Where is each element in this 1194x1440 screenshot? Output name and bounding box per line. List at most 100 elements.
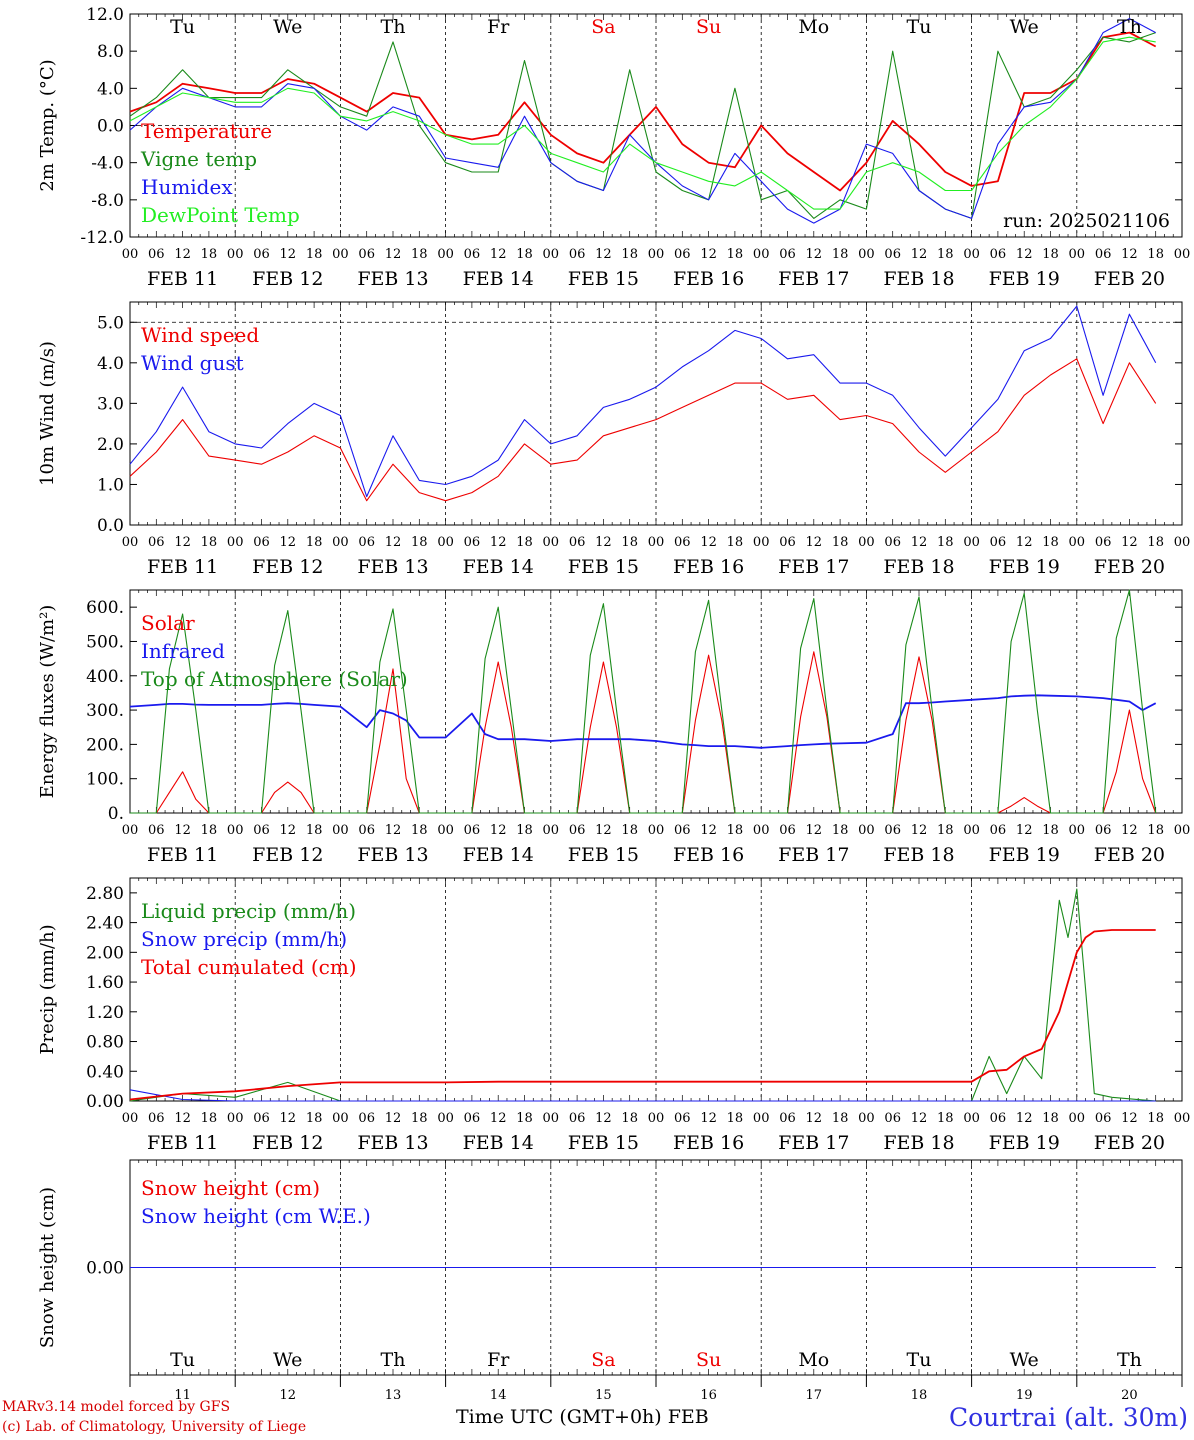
series-line-wind-gust — [129, 305, 1157, 498]
bottom-day-number: 12 — [280, 1388, 297, 1403]
x-day-label: FEB 12 — [252, 556, 323, 578]
x-hour-label: 06 — [779, 823, 796, 838]
legend-entry: Temperature — [141, 119, 272, 143]
x-hour-label: 18 — [411, 1111, 428, 1126]
x-day-label: FEB 15 — [568, 1132, 639, 1154]
x-hour-label: 12 — [1016, 247, 1033, 262]
x-hour-label: 00 — [1069, 247, 1086, 262]
y-tick-label: 100. — [86, 770, 124, 790]
y-axis-label: 2m Temp. (°C) — [37, 59, 58, 191]
y-tick-label: 600. — [86, 598, 124, 618]
x-hour-label: 12 — [911, 247, 928, 262]
x-hour-label: 00 — [753, 535, 770, 550]
bottom-day-number: 16 — [700, 1388, 717, 1403]
x-day-label: FEB 15 — [568, 268, 639, 290]
x-hour-label: 06 — [569, 535, 586, 550]
legend-entry: Top of Atmosphere (Solar) — [141, 667, 408, 691]
x-hour-label: 06 — [569, 1111, 586, 1126]
y-tick-label: 0.40 — [86, 1062, 124, 1082]
x-hour-label: 06 — [464, 1111, 481, 1126]
y-tick-label: 0.0 — [97, 516, 124, 536]
x-hour-label: 00 — [437, 823, 454, 838]
weekday-label: Su — [696, 16, 721, 38]
x-day-label: FEB 14 — [463, 1132, 534, 1154]
x-hour-label: 18 — [201, 823, 218, 838]
x-hour-label: 18 — [411, 823, 428, 838]
x-hour-label: 12 — [385, 247, 402, 262]
x-hour-label: 06 — [990, 823, 1007, 838]
panel-4: 2.80 2.40 2.00 1.60 1.20 0.80 0.40 0.00 Precip (… — [37, 877, 1191, 1154]
series-line-top-of-atmosphere-solar- — [130, 589, 1157, 814]
x-hour-label: 06 — [464, 535, 481, 550]
weekday-label: Sa — [591, 1349, 615, 1371]
x-hour-label: 12 — [385, 823, 402, 838]
panel-frame — [129, 301, 1183, 526]
y-tick-label: -8.0 — [91, 191, 124, 211]
x-hour-label: 18 — [1042, 1111, 1059, 1126]
x-hour-label: 06 — [884, 535, 901, 550]
legend-entry: Liquid precip (mm/h) — [141, 899, 356, 923]
panel-3: 600. 500. 400. 300. 200. 100. 0. Energy fluxes … — [37, 589, 1190, 866]
x-hour-label: 18 — [832, 247, 849, 262]
x-hour-label: 00 — [437, 247, 454, 262]
x-day-label: FEB 17 — [778, 1132, 849, 1154]
weekday-label: We — [1010, 1349, 1039, 1371]
x-hour-label: 18 — [516, 535, 533, 550]
x-hour-label: 12 — [280, 823, 297, 838]
x-hour-label: 06 — [674, 247, 691, 262]
x-hour-label: 00 — [858, 535, 875, 550]
x-hour-label: 12 — [174, 823, 191, 838]
x-day-label: FEB 17 — [778, 268, 849, 290]
x-hour-label: 06 — [990, 247, 1007, 262]
x-hour-label: 18 — [1042, 823, 1059, 838]
bottom-day-number: 11 — [174, 1388, 191, 1403]
x-hour-label: 18 — [621, 247, 638, 262]
x-hour-label: 06 — [1095, 535, 1112, 550]
x-hour-label: 06 — [464, 823, 481, 838]
y-tick-label: 0.00 — [86, 1092, 124, 1112]
weekday-label: Su — [696, 1349, 721, 1371]
x-hour-label: 06 — [569, 247, 586, 262]
y-tick-label: 2.00 — [86, 943, 124, 963]
x-day-label: FEB 14 — [463, 268, 534, 290]
legend-entry: Snow height (cm W.E.) — [141, 1204, 371, 1228]
weekday-label: Fr — [487, 16, 510, 38]
x-hour-label: 00 — [858, 247, 875, 262]
x-hour-label: 00 — [543, 1111, 560, 1126]
x-hour-label: 00 — [648, 247, 665, 262]
x-hour-label: 12 — [490, 823, 507, 838]
weekday-label: We — [273, 1349, 302, 1371]
x-hour-label: 06 — [358, 535, 375, 550]
series-line-temperature — [129, 31, 1157, 192]
x-hour-label: 12 — [280, 535, 297, 550]
weekday-label: Tu — [907, 16, 932, 38]
x-hour-label: 00 — [1174, 1111, 1191, 1126]
x-day-label: FEB 13 — [357, 268, 428, 290]
y-tick-label: 1.60 — [86, 973, 124, 993]
x-hour-label: 18 — [832, 1111, 849, 1126]
x-hour-label: 12 — [806, 823, 823, 838]
x-hour-label: 00 — [437, 1111, 454, 1126]
x-hour-label: 12 — [1121, 535, 1138, 550]
x-hour-label: 12 — [385, 535, 402, 550]
y-tick-label: 0.00 — [86, 1259, 124, 1279]
x-day-label: FEB 11 — [147, 556, 218, 578]
x-hour-label: 06 — [358, 1111, 375, 1126]
weekday-label: Th — [1117, 1349, 1142, 1371]
series-line-infrared — [129, 694, 1157, 749]
panel-5: 0.00 Snow height (cm) Snow height (cm) Snow… — [37, 1159, 1183, 1376]
x-hour-label: 12 — [700, 1111, 717, 1126]
legend-entry: Snow height (cm) — [141, 1176, 320, 1200]
x-hour-label: 06 — [779, 247, 796, 262]
x-hour-label: 18 — [937, 823, 954, 838]
x-hour-label: 12 — [490, 1111, 507, 1126]
legend-entry: Snow precip (mm/h) — [141, 927, 347, 951]
x-hour-label: 06 — [884, 247, 901, 262]
x-hour-label: 00 — [332, 535, 349, 550]
x-hour-label: 06 — [990, 535, 1007, 550]
x-hour-label: 12 — [1016, 823, 1033, 838]
y-tick-label: 4.0 — [97, 79, 124, 99]
bottom-day-number: 19 — [1016, 1388, 1033, 1403]
x-day-label: FEB 20 — [1094, 556, 1165, 578]
x-hour-label: 00 — [753, 1111, 770, 1126]
